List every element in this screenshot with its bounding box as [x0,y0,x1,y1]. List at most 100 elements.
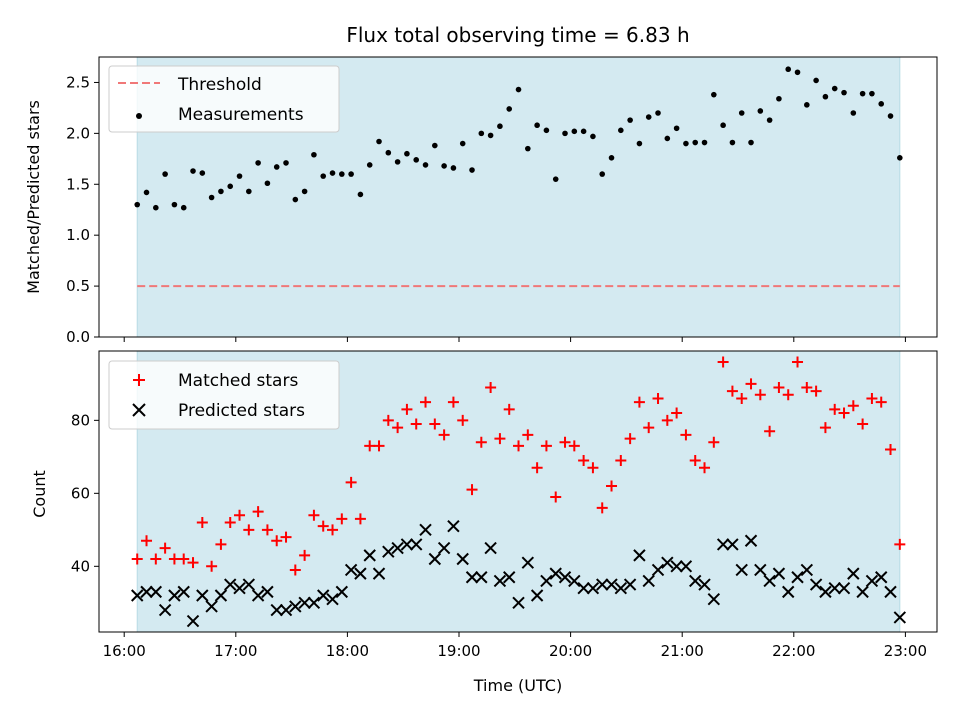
predicted-star-point [344,563,358,577]
measurement-point [339,171,345,177]
predicted-star-point [763,574,776,588]
measurement-point [543,127,550,134]
matched-star-point [299,549,311,561]
predicted-star-point [307,596,321,610]
matched-star-point [643,422,655,434]
matched-star-point [819,422,831,434]
predicted-star-point [335,585,349,599]
measurement-point [469,167,475,173]
matched-star-point [215,538,227,550]
measurement-point [571,128,578,135]
predicted-star-point [447,519,460,533]
predicted-star-point [586,582,600,595]
measurement-point [831,85,838,92]
matched-star-point [224,517,236,529]
measurement-point [748,139,754,146]
measurement-point [357,191,364,198]
predicted-star-point [177,585,190,599]
predicted-star-point [596,578,609,591]
matched-star-point [522,429,534,441]
x-tick-label: 16:00 [103,642,146,660]
measurement-point [618,127,624,134]
legend-predicted-label: Predicted stars [178,401,305,421]
predicted-star-point [782,585,795,599]
predicted-star-point [419,523,432,537]
matched-star-point [671,407,683,419]
x-tick-label: 18:00 [326,642,369,660]
matched-star-point [661,414,673,426]
matched-star-point [196,517,208,529]
x-axis-label: Time (UTC) [473,676,562,695]
measurement-point [441,163,447,169]
measurement-point [627,117,633,123]
predicted-star-point [354,567,367,580]
measurement-point [171,201,178,208]
measurement-points [134,66,903,211]
measurement-point [450,165,457,171]
matched-star-point [308,509,320,521]
matched-star-point [726,385,738,397]
measurement-point [822,93,829,100]
ratio-y-axis: 0.0 0.5 1.0 1.5 2.0 2.5 [66,73,99,346]
measurement-point [804,102,810,108]
matched-star-point [829,403,841,415]
measurement-point [459,140,466,147]
predicted-star-point [140,585,153,599]
measurement-point [292,196,299,203]
matched-star-point [587,462,599,474]
x-tick-label: 23:00 [884,642,927,660]
matched-star-point [680,429,692,441]
measurement-point [394,159,401,165]
measurement-point [757,108,764,114]
matched-star-point [503,403,515,415]
matched-star-point [187,557,199,569]
matched-star-point [857,418,869,430]
measurement-point [683,140,689,147]
count-legend: Matched stars Predicted stars [108,360,340,430]
ratio-frame [98,56,938,338]
measurement-point [497,123,503,130]
measurement-point [897,155,903,161]
measurement-point [776,95,782,102]
predicted-star-point [530,589,544,602]
predicted-star-point [363,549,376,562]
matched-star-point [178,553,190,565]
predicted-star-point [651,563,665,577]
matched-star-point [736,392,748,404]
matched-star-point [838,407,850,419]
measurement-point [785,66,792,73]
predicted-star-point [131,589,144,602]
measurement-point [218,188,224,195]
matched-star-point [243,524,255,536]
measurement-point [376,138,382,145]
matched-star-point [745,378,757,390]
matched-star-point [847,400,859,412]
measurement-point [478,130,485,137]
predicted-star-point [456,552,469,566]
predicted-star-point [605,578,618,591]
matched-star-point [708,436,720,448]
matched-star-point [429,418,441,430]
matched-star-point [206,560,218,572]
y-tick-label: 0.0 [66,328,90,346]
measurement-point [153,204,159,211]
predicted-star-point [633,549,646,562]
measurement-point [487,132,494,139]
measurement-point [180,204,187,211]
count-y-label: Count [30,470,49,518]
matched-star-point [289,564,301,576]
predicted-star-point [809,578,823,591]
matched-star-point [606,480,618,492]
predicted-star-point [735,563,748,577]
predicted-star-point [689,574,702,588]
matched-star-point [392,422,404,434]
measurement-point [664,135,671,142]
measurement-point [580,128,587,135]
measurement-point [273,164,280,170]
predicted-star-point [205,600,218,613]
y-tick-label: 40 [71,557,90,575]
matched-star-point [485,381,497,393]
predicted-star-point [698,578,711,591]
matched-star-point [271,535,283,547]
matched-star-point [764,425,776,437]
